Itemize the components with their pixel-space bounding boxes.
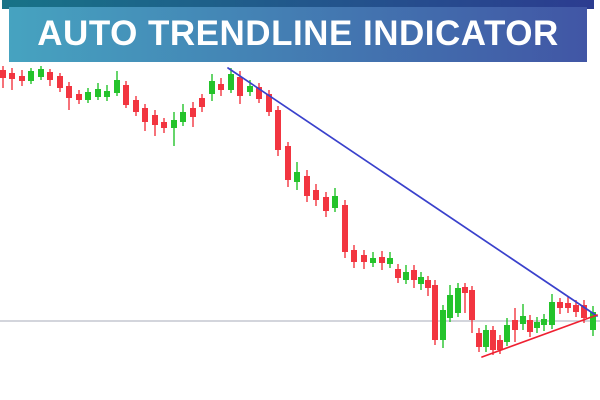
candle-body-bearish	[133, 100, 139, 112]
candle-body-bearish	[304, 176, 310, 196]
candle-body-bullish	[455, 288, 461, 313]
candle-body-bullish	[440, 310, 446, 340]
candle-body-bearish	[425, 280, 431, 288]
candle-body-bullish	[370, 258, 376, 263]
candle-body-bullish	[447, 295, 453, 318]
candle-body-bearish	[581, 305, 587, 318]
candle-body-bearish	[285, 146, 291, 180]
candle-body-bearish	[527, 320, 533, 332]
candle-body-bearish	[76, 94, 82, 100]
candle-body-bullish	[38, 69, 44, 77]
candle-body-bearish	[152, 115, 158, 125]
candle-body-bearish	[565, 303, 571, 308]
candle-body-bearish	[237, 77, 243, 96]
candle-body-bullish	[541, 319, 547, 325]
candle-body-bullish	[95, 89, 101, 97]
candle-body-bearish	[218, 84, 224, 90]
candle-body-bullish	[28, 71, 34, 81]
candle-body-bearish	[323, 197, 329, 211]
candle-body-bearish	[361, 255, 367, 262]
candle-body-bullish	[332, 196, 338, 208]
candle-body-bearish	[161, 122, 167, 128]
candle-body-bearish	[266, 94, 272, 112]
candle-body-bullish	[549, 302, 555, 325]
candle-body-bearish	[573, 305, 579, 312]
candle-body-bearish	[66, 86, 72, 98]
candle-body-bearish	[19, 76, 25, 81]
candle-body-bearish	[497, 340, 503, 350]
candle-body-bullish	[504, 325, 510, 342]
candle-body-bullish	[85, 92, 91, 100]
candle-body-bearish	[476, 333, 482, 347]
candle-body-bearish	[490, 330, 496, 350]
candle-body-bearish	[57, 76, 63, 88]
descending-resistance-trendline	[227, 67, 598, 317]
title-banner: AUTO TRENDLINE INDICATOR	[9, 7, 587, 62]
banner-shadow-strip	[2, 0, 594, 9]
candle-body-bearish	[142, 108, 148, 122]
candle-body-bearish	[411, 270, 417, 280]
candle-body-bullish	[171, 120, 177, 128]
candle-body-bearish	[256, 87, 262, 99]
candle-body-bearish	[469, 290, 475, 320]
candle-body-bearish	[199, 98, 205, 107]
candle-body-bearish	[123, 85, 129, 105]
ascending-support-trendline	[481, 314, 598, 358]
candle-body-bullish	[114, 80, 120, 93]
candle-body-bearish	[432, 285, 438, 340]
candle-body-bearish	[462, 287, 468, 293]
candle-body-bullish	[483, 330, 489, 347]
candle-body-bearish	[379, 257, 385, 263]
page-title: AUTO TRENDLINE INDICATOR	[37, 14, 559, 53]
candle-body-bullish	[247, 86, 253, 92]
candle-body-bearish	[9, 73, 15, 79]
candle-body-bullish	[520, 316, 526, 324]
candle-body-bearish	[557, 302, 563, 308]
candle-body-bullish	[209, 81, 215, 94]
candle-body-bearish	[351, 250, 357, 262]
candle-body-bearish	[275, 110, 281, 150]
candle-body-bullish	[294, 172, 300, 182]
candle-body-bullish	[387, 258, 393, 264]
candle-body-bullish	[590, 312, 596, 330]
candle-body-bullish	[403, 272, 409, 280]
candle-body-bearish	[313, 190, 319, 200]
candle-body-bullish	[418, 277, 424, 284]
candle-body-bearish	[190, 108, 196, 117]
candle-body-bullish	[180, 112, 186, 122]
candle-body-bearish	[47, 72, 53, 80]
candle-body-bearish	[342, 205, 348, 252]
candle-body-bullish	[104, 91, 110, 97]
candle-body-bearish	[512, 320, 518, 330]
candle-body-bullish	[228, 74, 234, 90]
candle-body-bearish	[395, 269, 401, 278]
candle-body-bullish	[534, 322, 540, 328]
candle-body-bearish	[0, 70, 6, 78]
